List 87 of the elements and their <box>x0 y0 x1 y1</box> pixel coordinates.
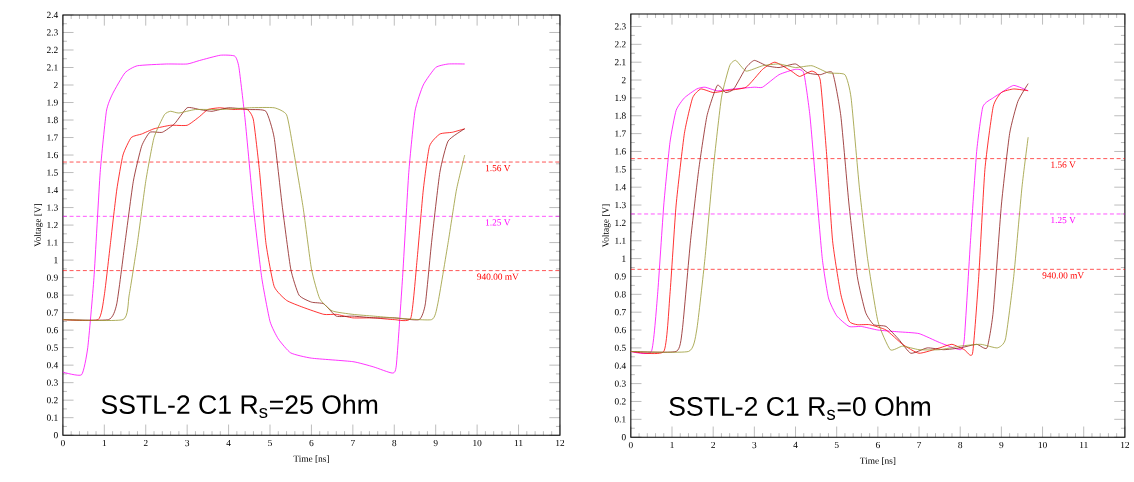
x-tick-label: 11 <box>514 439 523 446</box>
y-tick-label: 1.8 <box>47 116 58 124</box>
y-tick-label: 0.3 <box>614 380 626 387</box>
y-tick-label: 0.5 <box>46 344 58 351</box>
y-tick-label: 2.2 <box>614 41 626 48</box>
x-tick-label: 10 <box>473 439 482 447</box>
ref-line-label: 1.56 V <box>1051 161 1076 168</box>
y-tick-label: 0.7 <box>614 308 626 316</box>
y-tick-label: 1.5 <box>615 166 626 173</box>
x-tick-label: 12 <box>556 439 565 446</box>
y-tick-label: 2.1 <box>46 64 58 71</box>
x-tick-label: 9 <box>999 441 1004 449</box>
ref-line-label: 940.00 mV <box>477 273 519 280</box>
y-tick-label: 1.8 <box>615 112 626 119</box>
x-tick-label: 1 <box>102 439 107 446</box>
annotation: SSTL-2 C1 R$_{s}$=25 Ohm <box>101 394 378 419</box>
y-tick-label: 0.5 <box>614 344 626 351</box>
y-tick-label: 1.9 <box>615 94 626 101</box>
x-tick-label: 2 <box>711 441 715 448</box>
y-tick-label: 0.1 <box>46 414 58 421</box>
y-tick-label: 0.4 <box>46 361 59 369</box>
y-tick-label: 1.6 <box>615 148 626 155</box>
x-tick-label: 3 <box>185 439 190 447</box>
y-tick-label: 1.1 <box>47 239 58 246</box>
x-tick-label: 8 <box>958 441 963 449</box>
x-tick-label: 10 <box>1038 441 1047 449</box>
y-tick-label: 1.3 <box>615 201 626 209</box>
x-tick-label: 0 <box>628 441 633 449</box>
x-tick-label: 6 <box>875 441 880 449</box>
y-tick-label: 0.9 <box>614 273 626 280</box>
y-axis-title: Voltage [V] <box>602 204 611 248</box>
y-tick-label: 0.7 <box>46 309 58 316</box>
y-tick-label: 1.6 <box>47 151 58 159</box>
y-axis-title: Voltage [V] <box>34 203 43 247</box>
y-tick-label: 0.1 <box>614 416 626 423</box>
y-tick-label: 1 <box>54 256 58 264</box>
x-tick-label: 3 <box>752 441 757 449</box>
ref-line-label: 1.56 V <box>485 164 511 172</box>
y-tick-label: 2.3 <box>614 23 626 30</box>
y-tick-label: 0.6 <box>46 326 58 334</box>
y-tick-label: 0.6 <box>614 326 626 334</box>
y-tick-label: 1.1 <box>615 237 626 244</box>
y-tick-label: 1.9 <box>47 99 58 106</box>
x-axis-title: Time [ns] <box>859 457 896 465</box>
y-tick-label: 0.8 <box>614 291 626 298</box>
x-tick-label: 5 <box>268 439 272 447</box>
y-tick-label: 2.4 <box>46 11 59 19</box>
ref-line-label: 1.25 V <box>1051 216 1076 224</box>
y-tick-label: 1.2 <box>615 219 626 226</box>
y-tick-label: 0 <box>53 431 58 439</box>
y-tick-label: 2 <box>621 76 626 84</box>
ref-line-label: 940.00 mV <box>1042 272 1084 279</box>
y-tick-label: 1.4 <box>47 186 59 194</box>
y-tick-label: 2.2 <box>46 46 58 54</box>
y-tick-label: 0.8 <box>46 291 58 299</box>
y-tick-label: 1.3 <box>47 204 58 211</box>
y-tick-label: 0.3 <box>46 379 58 386</box>
y-tick-label: 1.7 <box>615 130 626 137</box>
x-tick-label: 5 <box>834 441 839 449</box>
y-tick-label: 1.4 <box>615 184 626 191</box>
x-tick-label: 11 <box>1080 441 1088 448</box>
y-tick-label: 0.2 <box>614 398 626 405</box>
y-tick-label: 1 <box>622 255 626 262</box>
x-tick-label: 1 <box>670 441 674 448</box>
x-tick-label: 6 <box>309 439 314 447</box>
x-axis-title: Time [ns] <box>293 455 329 463</box>
x-tick-label: 9 <box>433 439 438 447</box>
x-tick-label: 4 <box>226 439 231 446</box>
annotation: SSTL-2 C1 R$_{s}$=0 Ohm <box>669 396 931 420</box>
y-tick-label: 1.7 <box>47 134 58 141</box>
x-tick-label: 7 <box>917 441 922 448</box>
x-tick-label: 4 <box>793 441 798 448</box>
y-tick-label: 0 <box>621 433 626 441</box>
y-tick-label: 1.5 <box>47 169 58 176</box>
y-tick-label: 2 <box>53 81 58 89</box>
x-tick-label: 12 <box>1121 441 1130 448</box>
x-tick-label: 0 <box>60 439 65 447</box>
y-tick-label: 1.2 <box>47 221 58 229</box>
x-tick-label: 8 <box>392 439 397 447</box>
x-tick-label: 2 <box>143 439 148 446</box>
ref-line-label: 1.25 V <box>485 219 511 226</box>
y-tick-label: 2.1 <box>614 59 626 66</box>
x-tick-label: 7 <box>351 439 355 446</box>
y-tick-label: 0.4 <box>614 362 626 369</box>
y-tick-label: 0.9 <box>46 274 58 281</box>
y-tick-label: 0.2 <box>46 396 58 404</box>
y-tick-label: 2.3 <box>46 29 58 36</box>
